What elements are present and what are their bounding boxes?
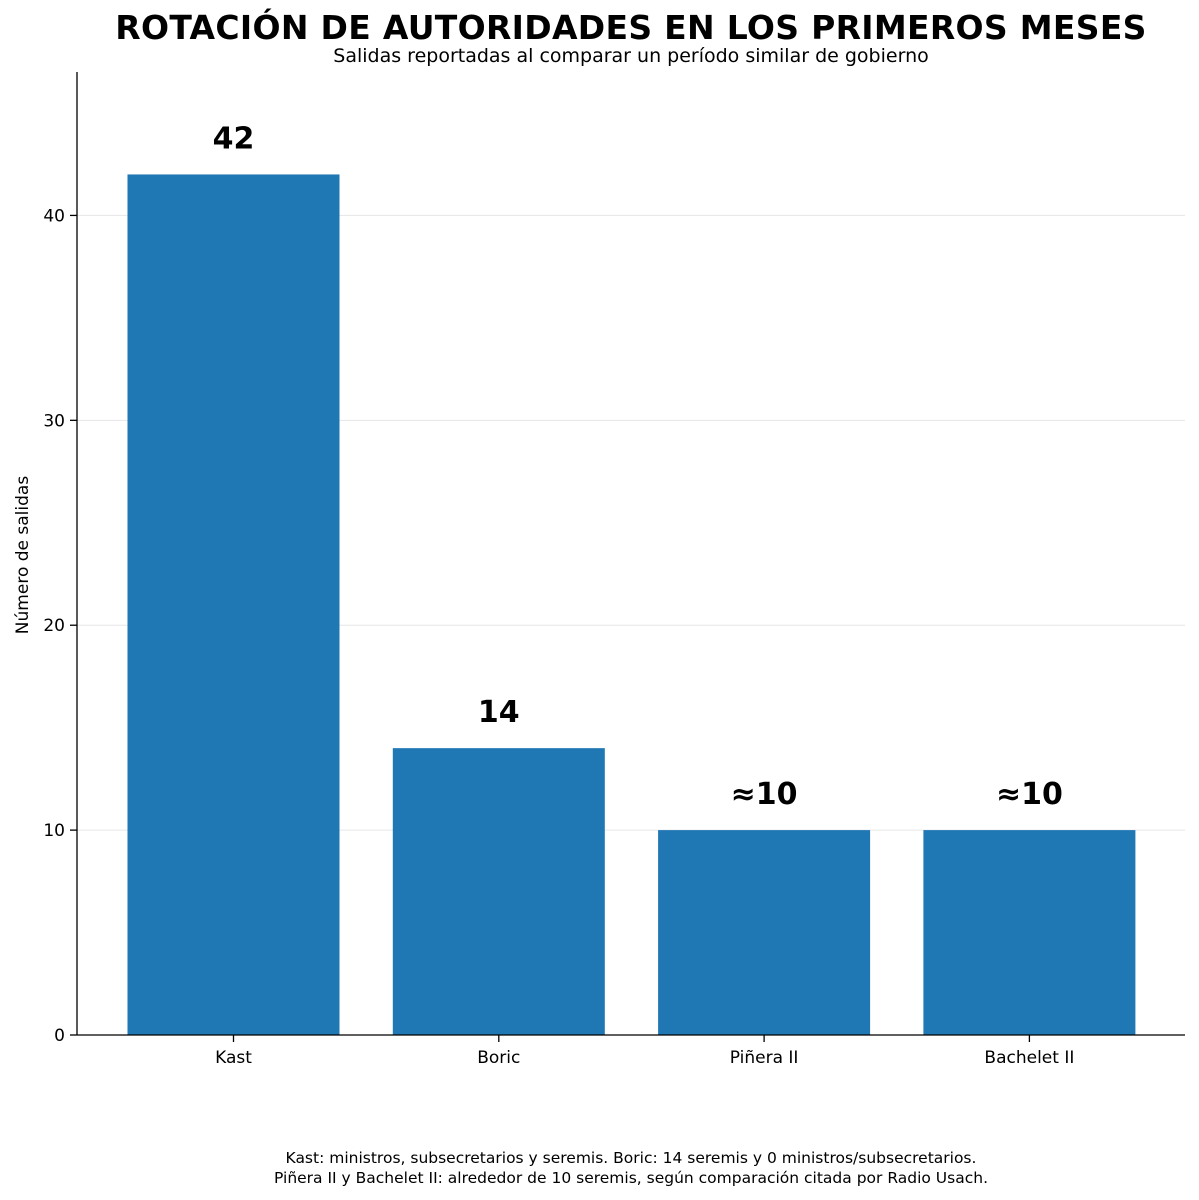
bar-pi-era-ii — [658, 830, 871, 1035]
bar-boric — [392, 748, 605, 1035]
x-tick-label: Bachelet II — [984, 1048, 1074, 1068]
x-tick-label: Boric — [477, 1048, 520, 1068]
bar-bachelet-ii — [923, 830, 1136, 1035]
chart-title: ROTACIÓN DE AUTORIDADES EN LOS PRIMEROS … — [115, 8, 1147, 47]
data-label: ≈10 — [996, 777, 1063, 812]
axes: Kast Boric Piñera II Bachelet II 0 10 20 30 40 — [43, 72, 1185, 1068]
bar-kast — [127, 174, 340, 1036]
footnote-line-1: Kast: ministros, subsecretarios y seremi… — [285, 1149, 977, 1167]
y-tick-label: 20 — [43, 616, 65, 636]
x-tick-label: Piñera II — [730, 1048, 799, 1068]
x-tick-label: Kast — [215, 1048, 252, 1068]
data-label: 42 — [213, 121, 255, 156]
y-axis-label: Número de salidas — [13, 476, 33, 635]
data-labels: 42 14 ≈10 ≈10 — [213, 121, 1063, 812]
y-tick-label: 40 — [43, 206, 65, 226]
bars — [127, 174, 1136, 1036]
data-label: 14 — [478, 695, 520, 730]
bar-chart: 42 14 ≈10 ≈10 Kast Boric Piñera II Bachelet II… — [13, 72, 1185, 1068]
y-tick-label: 0 — [54, 1026, 65, 1046]
y-tick-label: 30 — [43, 411, 65, 431]
data-label: ≈10 — [731, 777, 798, 812]
y-tick-label: 10 — [43, 821, 65, 841]
footnote-line-2: Piñera II y Bachelet II: alrededor de 10… — [274, 1169, 988, 1187]
chart-subtitle: Salidas reportadas al comparar un períod… — [333, 45, 929, 67]
